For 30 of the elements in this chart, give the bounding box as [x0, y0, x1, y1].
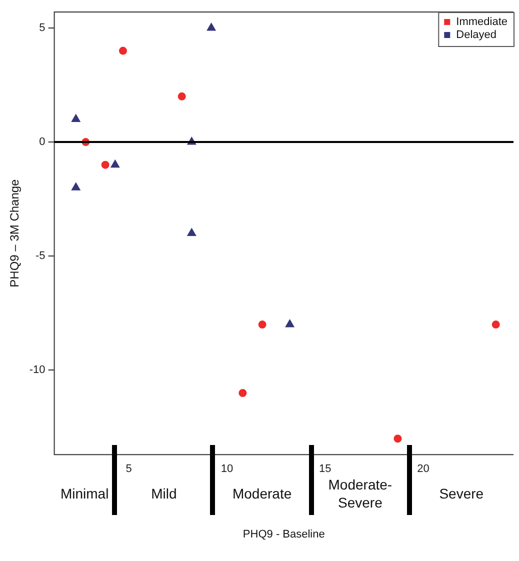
x-tick-label: 15 [318, 463, 332, 476]
point [101, 160, 110, 169]
legend-label: Immediate [456, 16, 508, 28]
text: Severe [439, 485, 484, 502]
y-tick-label: 0 [39, 136, 46, 148]
text: Moderate-Severe [328, 476, 392, 510]
x-axis-title: PHQ9 - Baseline [242, 528, 325, 540]
point [492, 320, 500, 329]
y-tick-label: -5 [36, 250, 46, 262]
point [187, 228, 196, 236]
point [285, 320, 294, 328]
point [110, 160, 120, 168]
point [118, 46, 127, 55]
text: Moderate [232, 485, 292, 502]
point [178, 92, 186, 100]
y-tick-label: 5 [39, 22, 46, 34]
point [238, 389, 247, 397]
point [258, 320, 266, 329]
point [394, 434, 402, 443]
text: Mild [151, 485, 177, 502]
y-axis-title: PHQ9 – 3M Change [8, 178, 22, 288]
x-tick-label: 20 [417, 463, 430, 476]
x-tick-label: 10 [220, 463, 234, 476]
text: Minimal [60, 485, 109, 502]
x-tick-label: 5 [126, 463, 132, 476]
point [71, 182, 80, 190]
point [206, 22, 216, 31]
y-tick-label: -10 [29, 364, 46, 376]
legend-label: Delayed [456, 29, 497, 42]
point [71, 114, 80, 122]
